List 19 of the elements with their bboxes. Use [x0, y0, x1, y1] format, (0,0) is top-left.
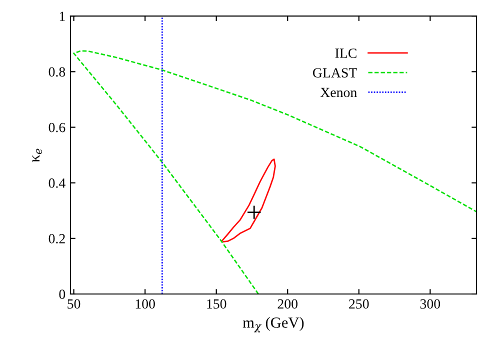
x-tick-label: 100	[136, 299, 155, 309]
line-series	[73, 50, 476, 294]
y-tick-label: 0.2	[48, 234, 65, 244]
line-series	[221, 158, 276, 242]
y-tick-label: 0	[59, 290, 66, 299]
y-tick-label: 0.8	[48, 67, 66, 77]
legend-label: GLAST	[312, 68, 357, 78]
y-axis-title: κ$_{e}$	[32, 148, 42, 162]
x-tick-label: 250	[349, 299, 369, 309]
legend-label: Xenon	[320, 88, 357, 98]
legend-label: ILC	[335, 48, 356, 58]
x-tick-label: 50	[68, 299, 80, 309]
y-tick-label: 0.4	[48, 178, 66, 188]
y-tick-label: 1	[60, 12, 65, 21]
x-axis-title: m$_{χ}$ (GeV)	[242, 317, 304, 332]
y-tick-label: 0.6	[48, 122, 66, 132]
x-tick-label: 200	[278, 299, 298, 309]
x-tick-label: 300	[420, 299, 440, 309]
x-tick-label: 150	[207, 299, 226, 309]
